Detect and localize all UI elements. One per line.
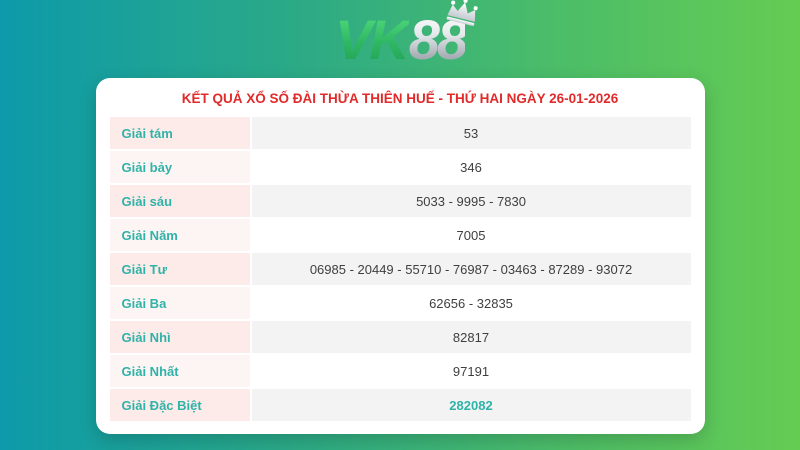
table-row-prize5: Giải Năm 7005 (109, 219, 691, 251)
prize-value: 53 (251, 117, 691, 149)
table-row-prize4: Giải Tư 06985 - 20449 - 55710 - 76987 - … (109, 253, 691, 285)
prize-value: 82817 (251, 321, 691, 353)
table-row-prize1: Giải Nhất 97191 (109, 355, 691, 387)
table-row-prize3: Giải Ba 62656 - 32835 (109, 287, 691, 319)
header-logo-area: VK88 (0, 0, 800, 78)
crown-icon (446, 0, 478, 27)
special-prize-value: 282082 (251, 389, 691, 421)
table-row-prize6: Giải sáu 5033 - 9995 - 7830 (109, 185, 691, 217)
prize-value: 97191 (251, 355, 691, 387)
prize-label: Giải Nhất (109, 355, 250, 387)
logo-text-vk: VK (334, 8, 410, 71)
prize-label: Giải Đặc Biệt (109, 389, 250, 421)
table-row-prize2: Giải Nhì 82817 (109, 321, 691, 353)
table-row-prize8: Giải tám 53 (109, 117, 691, 149)
vk88-logo: VK88 (335, 0, 478, 68)
prize-label: Giải tám (109, 117, 250, 149)
prize-value: 62656 - 32835 (251, 287, 691, 319)
prize-value: 346 (251, 151, 691, 183)
table-row-prize7: Giải bảy 346 (109, 151, 691, 183)
prize-label: Giải bảy (109, 151, 250, 183)
prize-value: 06985 - 20449 - 55710 - 76987 - 03463 - … (251, 253, 691, 285)
prize-label: Giải Nhì (109, 321, 250, 353)
table-row-special-prize: Giải Đặc Biệt 282082 (109, 389, 691, 421)
prize-label: Giải Năm (109, 219, 250, 251)
results-card: KẾT QUẢ XỔ SỐ ĐÀI THỪA THIÊN HUẾ - THỨ H… (95, 78, 705, 434)
prize-label: Giải sáu (109, 185, 250, 217)
prize-value: 5033 - 9995 - 7830 (251, 185, 691, 217)
prize-value: 7005 (251, 219, 691, 251)
prize-label: Giải Tư (109, 253, 250, 285)
results-title: KẾT QUẢ XỔ SỐ ĐÀI THỪA THIÊN HUẾ - THỨ H… (181, 91, 619, 106)
prize-label: Giải Ba (109, 287, 250, 319)
